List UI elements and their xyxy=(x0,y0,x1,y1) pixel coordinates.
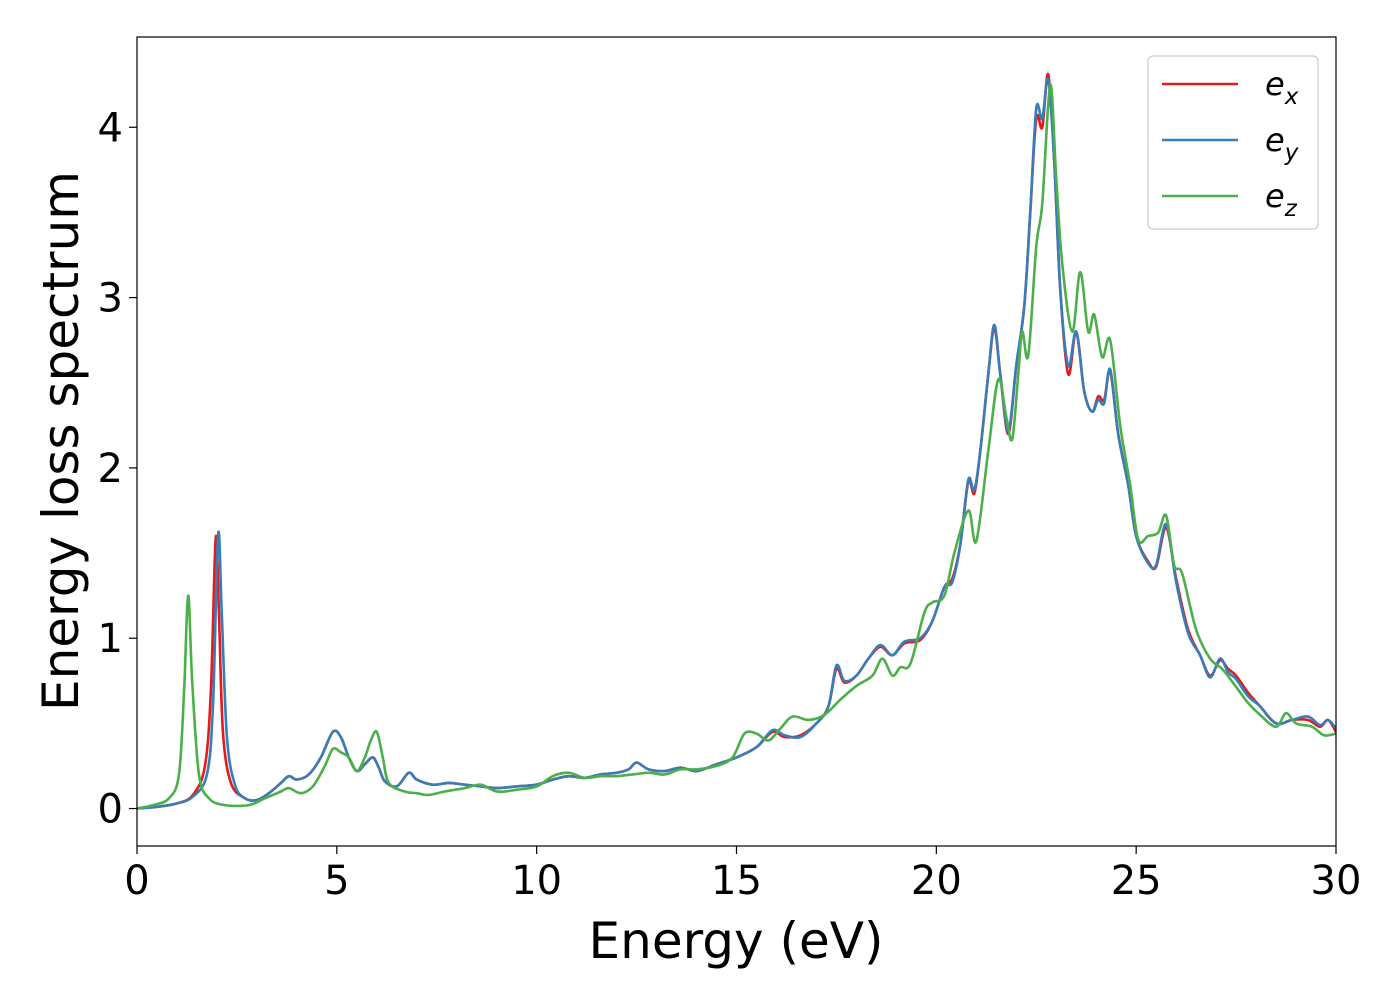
x-tick-label: 20 xyxy=(911,858,962,904)
x-tick-label: 15 xyxy=(711,858,762,904)
x-tick-label: 25 xyxy=(1111,858,1162,904)
series-line-e-z xyxy=(137,83,1336,810)
y-tick-label: 0 xyxy=(98,787,123,833)
plot-background xyxy=(137,37,1336,846)
x-axis: 0 5 10 15 20 25 30 xyxy=(124,846,1361,904)
y-tick-label: 2 xyxy=(98,446,123,492)
y-tick-label: 1 xyxy=(98,616,123,662)
y-axis: 0 1 2 3 4 xyxy=(98,105,137,833)
y-axis-label: Energy loss spectrum xyxy=(32,171,90,711)
x-tick-label: 30 xyxy=(1311,858,1362,904)
plot-area xyxy=(137,73,1336,810)
x-tick-label: 5 xyxy=(324,858,349,904)
x-axis-label: Energy (eV) xyxy=(589,912,884,970)
x-tick-label: 10 xyxy=(511,858,562,904)
y-tick-label: 3 xyxy=(98,276,123,322)
x-tick-label: 0 xyxy=(124,858,149,904)
legend-box xyxy=(1147,55,1319,230)
series-group xyxy=(137,73,1336,810)
series-line-e-y xyxy=(137,77,1336,810)
y-tick-label: 4 xyxy=(98,105,123,151)
